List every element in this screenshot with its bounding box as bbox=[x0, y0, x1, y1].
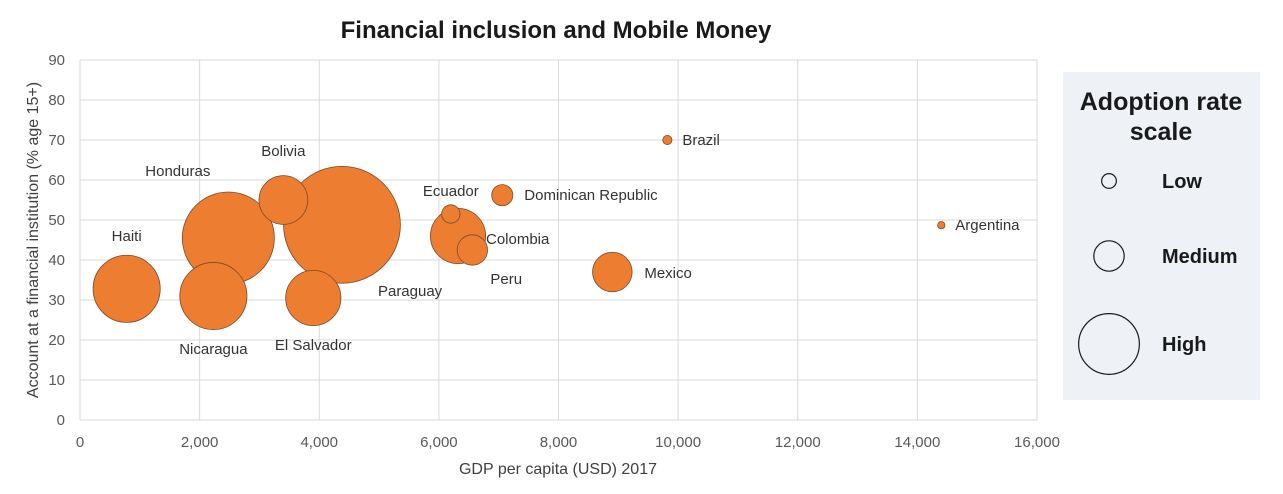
x-tick-label: 16,000 bbox=[1014, 434, 1060, 451]
x-tick-label: 12,000 bbox=[775, 434, 821, 451]
y-tick-label: 50 bbox=[48, 212, 65, 229]
y-axis-ticks: 0 10 20 30 40 50 60 70 80 90 bbox=[48, 52, 65, 429]
y-tick-label: 40 bbox=[48, 252, 65, 269]
bubble-labels: Haiti Honduras Nicaragua Bolivia Paraguay El … bbox=[112, 132, 1021, 358]
bubble-haiti bbox=[92, 254, 161, 323]
label-paraguay: Paraguay bbox=[378, 283, 443, 300]
legend-label-high: High bbox=[1162, 334, 1206, 356]
y-tick-label: 0 bbox=[57, 412, 65, 429]
legend-label-medium: Medium bbox=[1162, 246, 1238, 268]
x-tick-label: 2,000 bbox=[181, 434, 219, 451]
bubble-argentina bbox=[937, 221, 946, 230]
y-tick-label: 20 bbox=[48, 332, 65, 349]
chart-title: Financial inclusion and Mobile Money bbox=[341, 17, 772, 44]
label-peru: Peru bbox=[490, 271, 522, 288]
label-colombia: Colombia bbox=[486, 231, 550, 248]
legend-background bbox=[1063, 72, 1260, 400]
bubble-dominican-republic bbox=[491, 184, 514, 207]
bubble-peru bbox=[456, 234, 488, 266]
label-argentina: Argentina bbox=[955, 217, 1020, 234]
y-tick-label: 80 bbox=[48, 92, 65, 109]
label-dominican-republic: Dominican Republic bbox=[524, 187, 658, 204]
legend-label-low: Low bbox=[1162, 171, 1202, 193]
label-mexico: Mexico bbox=[644, 265, 692, 282]
y-axis-label: Account at a financial institution (% ag… bbox=[25, 82, 42, 398]
bubble-paraguay bbox=[283, 165, 401, 284]
label-ecuador: Ecuador bbox=[423, 183, 479, 200]
y-tick-label: 90 bbox=[48, 52, 65, 69]
legend: Adoption rate scale Low Medium High bbox=[1063, 72, 1260, 400]
bubble-el-salvador bbox=[285, 269, 342, 326]
label-haiti: Haiti bbox=[112, 228, 142, 245]
x-tick-label: 0 bbox=[76, 434, 84, 451]
y-tick-label: 60 bbox=[48, 172, 65, 189]
label-honduras: Honduras bbox=[145, 163, 210, 180]
label-el-salvador: El Salvador bbox=[275, 337, 352, 354]
grid bbox=[79, 59, 1038, 421]
bubble-ecuador bbox=[441, 204, 461, 224]
x-tick-label: 4,000 bbox=[300, 434, 338, 451]
y-tick-label: 10 bbox=[48, 372, 65, 389]
bubble-mexico bbox=[592, 251, 633, 293]
bubble-brazil bbox=[662, 134, 673, 145]
y-tick-label: 70 bbox=[48, 132, 65, 149]
x-axis-ticks: 0 2,000 4,000 6,000 8,000 10,000 12,000 14,000 1… bbox=[76, 434, 1060, 451]
label-nicaragua: Nicaragua bbox=[179, 341, 248, 358]
label-bolivia: Bolivia bbox=[261, 143, 306, 160]
y-tick-label: 30 bbox=[48, 292, 65, 309]
legend-circle-medium bbox=[1093, 240, 1125, 272]
legend-items: Low Medium High bbox=[1078, 171, 1238, 375]
bubbles bbox=[92, 134, 946, 330]
legend-title-line-2: scale bbox=[1130, 118, 1193, 146]
bubble-bolivia bbox=[258, 175, 309, 225]
label-brazil: Brazil bbox=[682, 132, 720, 149]
x-tick-label: 14,000 bbox=[894, 434, 940, 451]
legend-title-line-1: Adoption rate bbox=[1080, 88, 1243, 116]
x-axis-label: GDP per capita (USD) 2017 bbox=[459, 461, 657, 478]
bubble-nicaragua bbox=[179, 262, 248, 330]
x-tick-label: 8,000 bbox=[540, 434, 578, 451]
legend-circle-low bbox=[1101, 173, 1117, 189]
x-tick-label: 6,000 bbox=[420, 434, 458, 451]
legend-circle-high bbox=[1078, 313, 1140, 375]
x-tick-label: 10,000 bbox=[655, 434, 701, 451]
